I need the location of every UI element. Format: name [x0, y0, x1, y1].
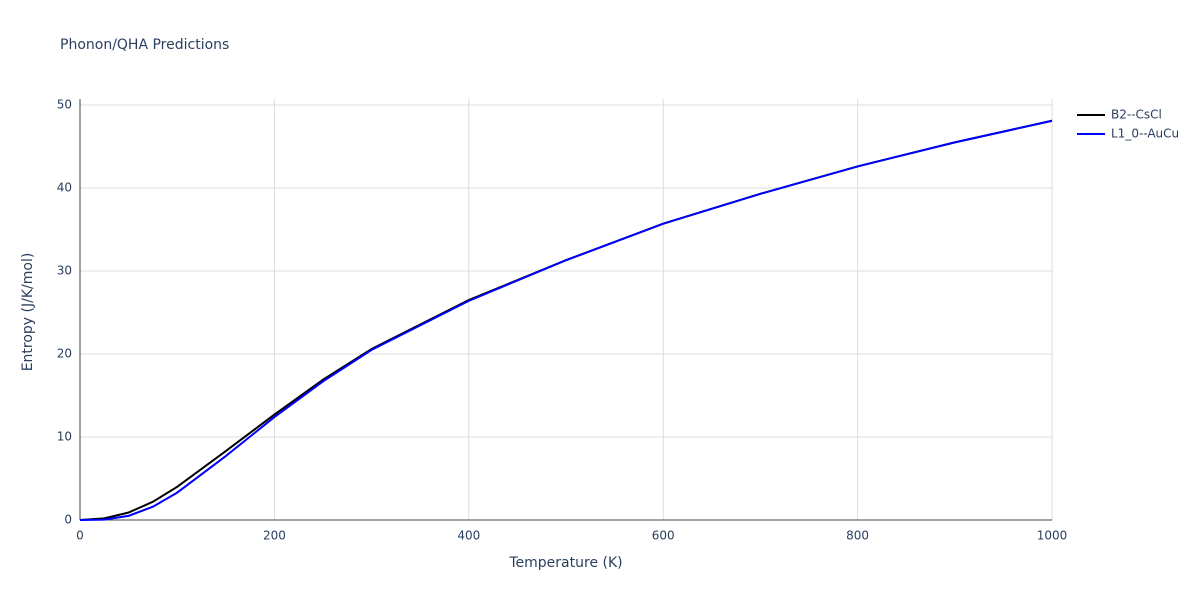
chart-title: Phonon/QHA Predictions: [60, 37, 229, 53]
x-axis-title: Temperature (K): [508, 555, 622, 571]
y-tick-label: 0: [64, 513, 72, 527]
series-line: [79, 119, 1053, 521]
x-tick-label: 600: [652, 529, 675, 543]
x-tick-label: 800: [846, 529, 869, 543]
y-tick-label: 10: [57, 430, 72, 444]
y-tick-label: 50: [57, 98, 72, 112]
y-tick-label: 40: [57, 181, 72, 195]
x-tick-label: 0: [76, 529, 84, 543]
legend-label: L1_0--AuCu: [1111, 127, 1179, 141]
legend-label: B2--CsCl: [1111, 108, 1162, 122]
y-axis-title: Entropy (J/K/mol): [20, 253, 36, 372]
y-tick-label: 30: [57, 264, 72, 278]
x-tick-label: 400: [457, 529, 480, 543]
y-tick-label: 20: [57, 347, 72, 361]
series-line: [79, 119, 1053, 521]
x-tick-label: 1000: [1037, 529, 1068, 543]
x-tick-label: 200: [263, 529, 286, 543]
